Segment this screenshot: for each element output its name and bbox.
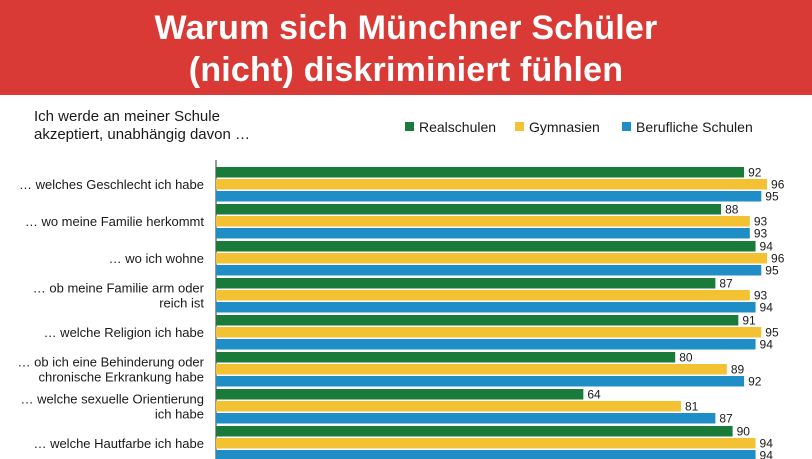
data-label: 96 — [771, 178, 785, 192]
bar-berufliche-schulen — [216, 302, 756, 313]
legend-item-gymnasien: Gymnasien — [515, 119, 600, 135]
bar-realschulen — [216, 204, 722, 215]
category-label: … ob ich eine Behinderung oder — [18, 354, 205, 369]
data-label: 64 — [587, 388, 601, 402]
data-label: 88 — [725, 203, 739, 217]
legend-item-realschulen: Realschulen — [405, 119, 496, 135]
category-label: … welche sexuelle Orientierung — [20, 391, 204, 406]
data-label: 94 — [760, 449, 774, 459]
bar-realschulen — [216, 389, 584, 400]
data-label: 95 — [765, 190, 779, 204]
data-label: 91 — [742, 314, 756, 328]
bar-realschulen — [216, 352, 676, 363]
category-label: … wo ich wohne — [109, 251, 204, 266]
bar-berufliche-schulen — [216, 376, 745, 387]
data-label: 92 — [748, 375, 762, 389]
bar-gymnasien — [216, 364, 727, 375]
data-label: 94 — [760, 437, 774, 451]
data-label: 90 — [737, 425, 751, 439]
data-label: 94 — [760, 240, 774, 254]
data-label: 81 — [685, 400, 699, 414]
category-label: … welche Religion ich habe — [44, 325, 204, 340]
bar-berufliche-schulen — [216, 265, 762, 276]
chart-subtitle: Ich werde an meiner Schule akzeptiert, u… — [34, 108, 294, 144]
bar-berufliche-schulen — [216, 413, 716, 424]
data-label: 94 — [760, 301, 774, 315]
legend-swatch-berufliche-schulen — [622, 122, 631, 131]
legend-swatch-realschulen — [405, 122, 414, 131]
legend-item-berufliche-schulen: Berufliche Schulen — [622, 119, 753, 135]
bar-realschulen — [216, 241, 756, 252]
legend-swatch-gymnasien — [515, 122, 524, 131]
data-label: 80 — [679, 351, 693, 365]
bar-realschulen — [216, 426, 733, 437]
category-label: ich habe — [155, 406, 204, 421]
subtitle-line-2: akzeptiert, unabhängig davon … — [34, 126, 250, 143]
legend-label-gymnasien: Gymnasien — [529, 119, 600, 135]
bar-gymnasien — [216, 438, 756, 449]
data-label: 93 — [754, 289, 768, 303]
title-line-1: Warum sich Münchner Schüler — [154, 9, 658, 47]
data-label: 92 — [748, 166, 762, 180]
bar-gymnasien — [216, 401, 681, 412]
legend-label-realschulen: Realschulen — [419, 119, 497, 135]
category-label: chronische Erkrankung habe — [39, 369, 205, 384]
data-label: 93 — [754, 215, 768, 229]
header-banner: Warum sich Münchner Schüler (nicht) disk… — [0, 0, 812, 95]
bar-gymnasien — [216, 327, 762, 338]
bar-realschulen — [216, 167, 745, 178]
bar-realschulen — [216, 278, 716, 289]
bar-gymnasien — [216, 216, 750, 227]
bar-gymnasien — [216, 290, 750, 301]
bar-gymnasien — [216, 253, 768, 264]
data-label: 95 — [765, 264, 779, 278]
bar-gymnasien — [216, 179, 768, 190]
category-label: … wo meine Familie herkommt — [25, 214, 205, 229]
data-label: 87 — [719, 277, 733, 291]
category-label: … ob meine Familie arm oder — [33, 280, 205, 295]
bar-berufliche-schulen — [216, 228, 750, 239]
bar-realschulen — [216, 315, 739, 326]
data-label: 87 — [719, 412, 733, 426]
data-label: 96 — [771, 252, 785, 266]
category-label: … welches Geschlecht ich habe — [19, 177, 204, 192]
data-label: 94 — [760, 338, 774, 352]
bar-berufliche-schulen — [216, 339, 756, 350]
data-label: 95 — [765, 326, 779, 340]
bar-berufliche-schulen — [216, 191, 762, 202]
data-label: 93 — [754, 227, 768, 241]
data-label: 89 — [731, 363, 745, 377]
subtitle-line-1: Ich werde an meiner Schule — [34, 108, 220, 125]
bar-berufliche-schulen — [216, 450, 756, 459]
category-label: reich ist — [159, 295, 204, 310]
category-label: … welche Hautfarbe ich habe — [33, 436, 204, 451]
legend-label-berufliche-schulen: Berufliche Schulen — [636, 119, 753, 135]
title-line-2: (nicht) diskriminiert fühlen — [188, 51, 624, 89]
